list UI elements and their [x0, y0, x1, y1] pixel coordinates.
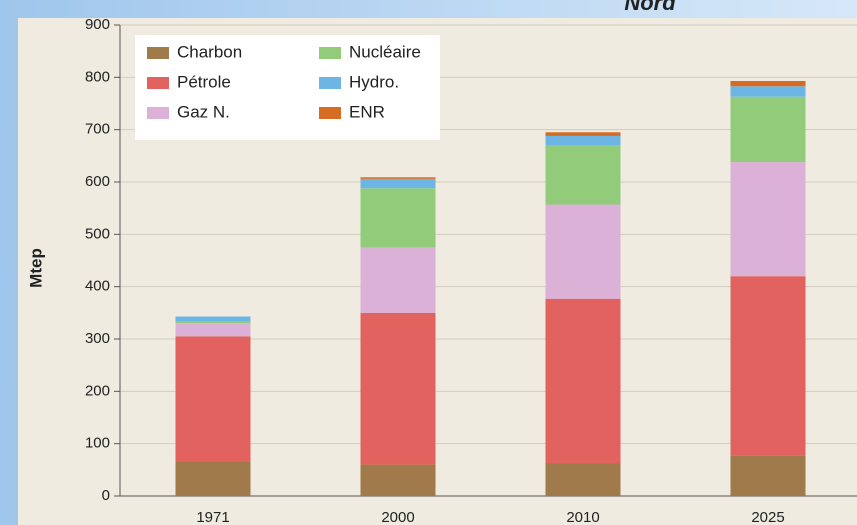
bar-segment: [360, 178, 436, 189]
bar-segment: [175, 323, 251, 337]
x-tick-label: 1971: [196, 509, 229, 525]
bar-segment: [545, 145, 621, 205]
y-tick-label: 900: [85, 16, 110, 33]
bar-segment: [545, 298, 621, 464]
y-tick-label: 0: [102, 487, 110, 504]
y-tick-label: 800: [85, 68, 110, 85]
legend-swatch: [319, 107, 341, 119]
legend-label: Charbon: [177, 42, 242, 61]
bar-segment: [730, 96, 806, 163]
bar-segment: [545, 204, 621, 299]
y-tick-label: 600: [85, 173, 110, 190]
x-tick-label: 2010: [566, 509, 599, 525]
x-tick-label: 2025: [751, 509, 784, 525]
bar-segment: [360, 247, 436, 313]
y-tick-label: 500: [85, 225, 110, 242]
legend-box: [135, 35, 440, 140]
bar-segment: [545, 135, 621, 146]
bar-segment: [360, 312, 436, 465]
legend-swatch: [319, 77, 341, 89]
bar-segment: [730, 86, 806, 97]
y-tick-label: 300: [85, 330, 110, 347]
legend-swatch: [147, 77, 169, 89]
y-axis-label: Mtep: [26, 248, 45, 288]
bar-segment: [360, 177, 436, 179]
bar-segment: [175, 336, 251, 462]
y-tick-label: 100: [85, 435, 110, 452]
x-tick-label: 2000: [381, 509, 414, 525]
bar-segment: [545, 132, 621, 136]
bar-segment: [730, 162, 806, 277]
y-tick-label: 400: [85, 278, 110, 295]
bar-segment: [545, 463, 621, 496]
bar-segment: [360, 464, 436, 496]
legend-label: Nucléaire: [349, 42, 421, 61]
annotation: Nord: [624, 0, 676, 15]
bar-segment: [730, 276, 806, 456]
bar-segment: [730, 80, 806, 87]
legend-label: Gaz N.: [177, 102, 230, 121]
legend-label: Pétrole: [177, 72, 231, 91]
legend-label: ENR: [349, 102, 385, 121]
plot: 0 100 200 300 400 500 600 700 800 900 1971 2000 2010…: [85, 16, 857, 525]
bar-segment: [175, 461, 251, 496]
bar-segment: [360, 188, 436, 248]
y-tick-label: 700: [85, 121, 110, 138]
legend-label: Hydro.: [349, 72, 399, 91]
bar-segment: [175, 321, 251, 324]
legend-swatch: [147, 47, 169, 59]
bar-segment: [175, 316, 251, 322]
bar-segment: [730, 455, 806, 496]
y-tick-label: 200: [85, 382, 110, 399]
legend-swatch: [147, 107, 169, 119]
legend-swatch: [319, 47, 341, 59]
